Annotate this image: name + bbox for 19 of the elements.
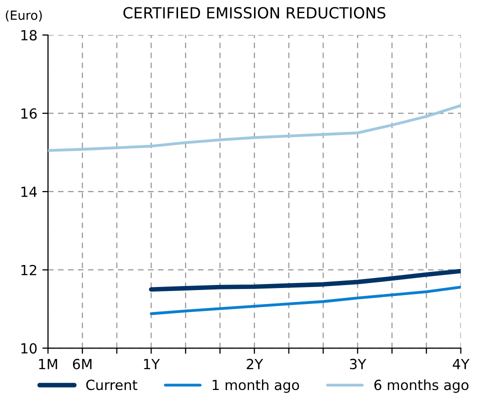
y-tick-label: 12 (21, 264, 36, 276)
y-tick-label: 14 (21, 186, 37, 197)
x-tick-label: 1M (39, 358, 58, 370)
x-tick-label: 4Y (452, 358, 470, 370)
line-series (148, 268, 461, 292)
y-tick-label: 10 (21, 343, 37, 354)
y-tick-label: 18 (21, 30, 37, 40)
line-series (150, 286, 461, 316)
x-tick-label: 3Y (350, 358, 366, 370)
x-tick-label: 6M (72, 358, 92, 370)
x-tick-label: 2Y (246, 358, 264, 370)
line-series (48, 104, 461, 152)
legend-label: 1 month ago (212, 379, 300, 393)
y-tick-label: 16 (21, 108, 37, 119)
y-axis-title: (Euro) (6, 10, 42, 22)
legend-label: 6 months ago (374, 379, 468, 393)
x-tick-label: 1Y (144, 358, 160, 370)
legend-label: Current (86, 380, 138, 390)
chart-title: CERTIFIED EMISSION REDUCTIONS (123, 7, 386, 19)
